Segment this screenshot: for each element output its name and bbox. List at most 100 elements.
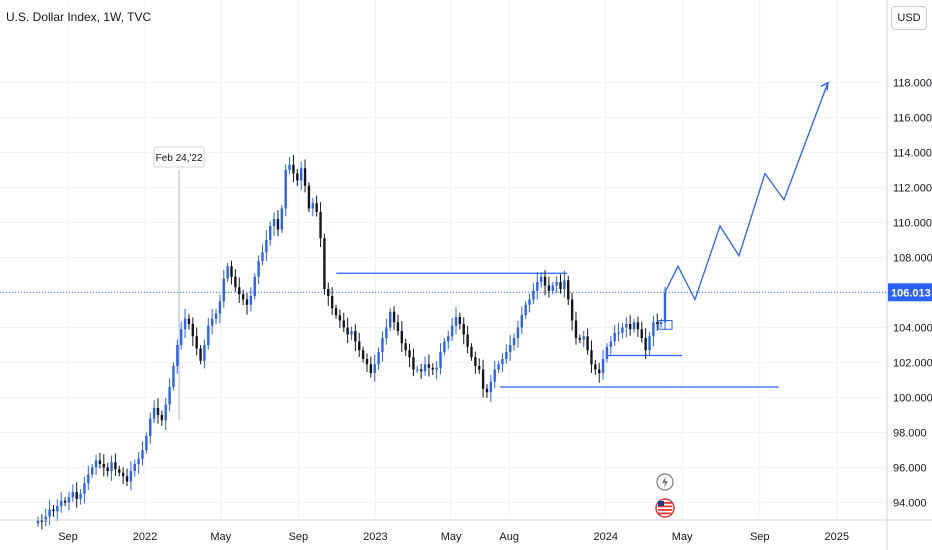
candle-body — [141, 450, 144, 459]
candle — [640, 321, 643, 343]
candle — [625, 317, 628, 338]
candle-body — [423, 364, 427, 372]
candle-body — [501, 359, 504, 365]
x-tick-label: May — [441, 531, 462, 543]
candle — [350, 326, 353, 341]
candle — [427, 354, 431, 377]
candle-body — [582, 336, 585, 340]
candle — [296, 168, 299, 187]
candle — [67, 491, 71, 511]
currency-selector-button[interactable]: USD — [891, 6, 927, 30]
candle — [594, 359, 597, 376]
candle-body — [323, 238, 326, 289]
candle — [435, 361, 438, 380]
candle-body — [447, 336, 450, 342]
candle — [269, 221, 272, 246]
candle-body — [555, 282, 558, 286]
candle — [253, 273, 256, 300]
candle-body — [474, 357, 477, 366]
candle-body — [276, 219, 280, 230]
candle — [621, 322, 624, 339]
candle — [392, 306, 396, 330]
candle-body — [408, 350, 411, 358]
candle — [334, 304, 338, 319]
candle-body — [365, 359, 369, 365]
candle-body — [241, 294, 245, 300]
grid — [0, 0, 887, 520]
candle — [257, 255, 260, 285]
candle-body — [601, 359, 605, 373]
y-tick-label: 98.000 — [893, 428, 927, 440]
candle-body — [377, 352, 380, 365]
candle-body — [547, 285, 551, 291]
candle — [656, 313, 659, 331]
candle — [567, 275, 570, 306]
candle — [133, 459, 136, 477]
candle-body — [118, 469, 121, 473]
candle — [474, 351, 477, 374]
last-price-label: 106.013 — [891, 287, 931, 299]
candle-body — [539, 276, 543, 282]
candle-body — [605, 346, 609, 359]
candle-body — [543, 276, 547, 286]
candle — [83, 476, 86, 504]
candle-body — [392, 311, 396, 323]
annotation-layer: Feb 24,'22 — [153, 146, 205, 420]
candle — [512, 333, 516, 351]
candle-body — [272, 219, 276, 226]
candle-body — [292, 164, 295, 174]
candle — [450, 318, 454, 341]
x-tick-label: Sep — [289, 531, 309, 543]
flag-stripe — [658, 512, 672, 515]
candle — [327, 282, 330, 306]
candle — [118, 465, 121, 477]
flash-event-icon[interactable] — [656, 473, 674, 491]
candle-body — [334, 308, 338, 316]
candle — [230, 260, 233, 285]
candle — [431, 363, 434, 376]
candle-body — [609, 341, 613, 347]
candle — [187, 314, 191, 330]
candle — [358, 332, 361, 357]
candle — [528, 293, 531, 313]
y-tick-label: 100.000 — [893, 393, 932, 405]
candle — [632, 318, 636, 333]
candle — [48, 499, 51, 526]
candle — [40, 514, 44, 530]
candle — [404, 338, 407, 356]
candle — [280, 205, 284, 233]
candle — [276, 210, 280, 237]
candle-body — [648, 336, 651, 351]
candle — [582, 330, 585, 348]
candle — [543, 270, 547, 296]
candle-body — [330, 296, 334, 309]
candle — [481, 359, 485, 398]
candle-body — [195, 336, 198, 349]
candle — [547, 276, 551, 298]
candle-body — [137, 458, 140, 464]
candle — [578, 334, 582, 344]
us-flag-event-icon[interactable] — [655, 498, 675, 518]
candle-body — [338, 315, 342, 321]
candle — [628, 315, 632, 336]
candle-body — [44, 516, 47, 522]
candle-body — [156, 408, 160, 415]
candle-body — [121, 472, 125, 477]
candle-body — [594, 364, 597, 370]
candle-body — [373, 364, 376, 373]
candle — [160, 410, 164, 426]
candle-body — [621, 327, 624, 333]
candle-body — [52, 509, 55, 512]
candle — [532, 283, 535, 305]
candle-body — [520, 315, 523, 328]
y-tick-label: 118.000 — [893, 78, 932, 90]
candle-body — [644, 338, 647, 351]
candle — [307, 182, 311, 212]
candle — [586, 328, 589, 355]
candle-body — [551, 285, 554, 291]
candle-body — [454, 317, 458, 326]
candle-body — [149, 418, 152, 436]
candle — [617, 322, 620, 342]
candle — [539, 272, 543, 288]
